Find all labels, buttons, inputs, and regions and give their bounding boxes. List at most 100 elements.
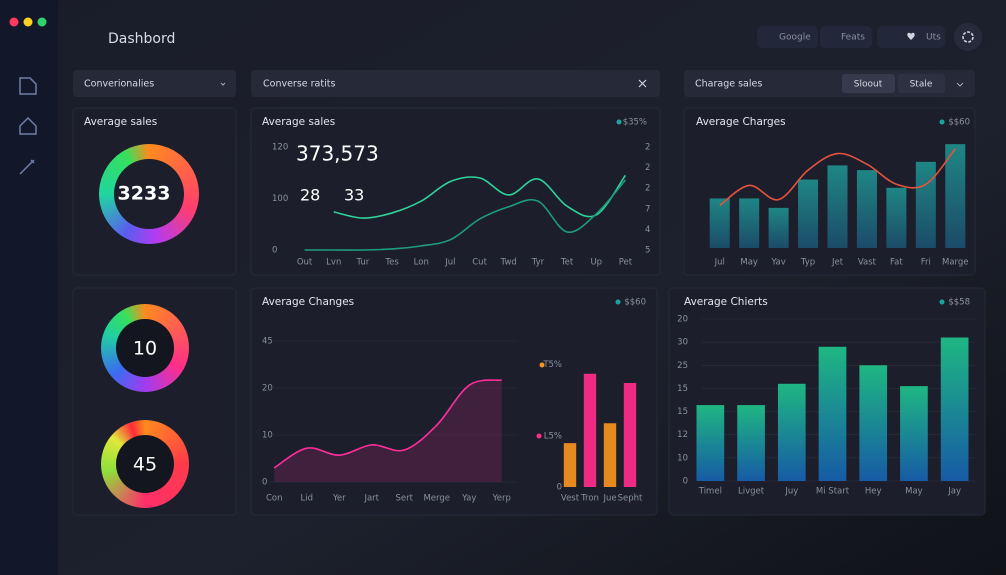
x-tick-label: Tet: [560, 258, 574, 268]
clear-icon[interactable]: [638, 79, 647, 88]
sidebar-icons[interactable]: [19, 77, 37, 175]
app-title: Dashbord: [108, 31, 175, 47]
icon-tools[interactable]: [19, 159, 35, 175]
x-tick-label: Yay: [461, 494, 476, 504]
x-tick-label: May: [905, 487, 923, 497]
header-button-label[interactable]: Google: [779, 33, 811, 43]
y-tick-label: 20: [677, 315, 688, 325]
x-tick-label: Up: [590, 258, 602, 268]
y-tick-label: 25: [677, 361, 688, 371]
header-button-label[interactable]: Uts: [926, 33, 941, 43]
legend-dot: [536, 433, 542, 439]
filter-button-label[interactable]: Sloout: [854, 80, 883, 90]
bar: [798, 179, 819, 248]
chevron: [220, 82, 226, 86]
x-tick-label: Lvn: [326, 258, 341, 268]
legend-label: $$58: [948, 298, 970, 308]
x-tick-label: Marge: [942, 258, 969, 268]
y2-tick-label: 7: [645, 204, 650, 214]
x-tick-label: May: [740, 258, 758, 268]
dropdown-label[interactable]: Converionalies: [84, 79, 154, 90]
donut: [101, 420, 189, 508]
stat-value: 28: [300, 186, 320, 205]
y-tick-label: 0: [557, 483, 562, 493]
donut-value: 10: [133, 338, 157, 360]
bar: [737, 405, 765, 481]
bar: [859, 365, 888, 481]
search-field[interactable]: [251, 70, 660, 97]
bar: [603, 423, 617, 487]
donut-value: 45: [133, 454, 157, 476]
header-button-label[interactable]: Feats: [841, 33, 865, 43]
header-button[interactable]: [820, 26, 872, 48]
y-tick-label: 30: [677, 338, 688, 348]
bar: [827, 165, 848, 248]
line: [273, 379, 502, 469]
filter-button[interactable]: [898, 74, 945, 93]
y-tick-label: 20: [262, 384, 273, 394]
y2-tick-label: 2: [645, 163, 650, 173]
donut: [99, 144, 199, 244]
bar: [623, 382, 637, 487]
window-dot[interactable]: [9, 17, 19, 27]
bar: [886, 187, 907, 248]
sidebar: [0, 0, 58, 575]
x-tick-label: Vest: [561, 494, 580, 504]
search-text[interactable]: Converse ratits: [263, 79, 335, 90]
x-tick-label: Livget: [738, 487, 765, 497]
panel-title: Average Chierts: [684, 296, 768, 308]
x-tick-label: Jul: [444, 258, 455, 268]
y2-tick-label: 4: [645, 225, 650, 235]
stat-value: 373,573: [296, 142, 379, 166]
x-tick-label: Tyr: [531, 258, 545, 268]
x-tick-label: Hey: [865, 487, 882, 497]
y-tick-label: L5%: [544, 432, 562, 442]
legend-label: $35%: [623, 118, 647, 128]
x-tick-label: Pet: [619, 258, 633, 268]
x-tick-label: Tes: [384, 258, 399, 268]
dropdown[interactable]: [73, 70, 236, 97]
window-dot[interactable]: [37, 17, 47, 27]
chevron[interactable]: [956, 82, 964, 87]
x-tick-label: Twd: [500, 258, 517, 268]
icon-docs[interactable]: [19, 77, 37, 95]
y-tick-label: 45: [262, 337, 273, 347]
x-tick-label: Yer: [332, 494, 346, 504]
window-dot[interactable]: [23, 17, 33, 27]
x-tick-label: Tur: [356, 258, 370, 268]
line: [304, 179, 627, 251]
x-tick-label: Timel: [698, 487, 722, 497]
filter-button[interactable]: [842, 74, 895, 93]
panel-title: Average sales: [262, 116, 335, 128]
x-tick-label: Typ: [800, 258, 815, 268]
area: [274, 380, 502, 482]
filter-button-label[interactable]: Stale: [910, 80, 933, 90]
legend-dot: [615, 299, 621, 305]
bar: [915, 161, 936, 248]
bar: [563, 443, 577, 487]
x-tick-label: Mi Start: [816, 487, 850, 497]
legend-dot: [939, 119, 945, 125]
x-tick-label: Lon: [414, 258, 429, 268]
panel-title: Average sales: [84, 116, 157, 128]
y-tick-label: T5%: [542, 360, 562, 370]
bar: [583, 373, 597, 487]
x-tick-label: Sert: [396, 494, 414, 504]
x-tick-label: Jart: [363, 494, 379, 504]
x-tick-label: Jet: [831, 258, 844, 268]
x-tick-label: Fri: [921, 258, 931, 268]
donut: [101, 304, 189, 392]
legend-label: $$60: [624, 298, 646, 308]
y2-tick-label: 2: [645, 184, 650, 194]
y-tick-label: 10: [262, 431, 273, 441]
bar: [856, 170, 877, 248]
y-tick-label: 0: [262, 478, 267, 488]
y-tick-label: 0: [683, 477, 688, 487]
header-button[interactable]: [757, 26, 818, 48]
y-tick-label: 120: [272, 143, 288, 153]
bar: [768, 207, 789, 248]
settings-button[interactable]: [954, 23, 982, 51]
stat-value: 33: [344, 186, 364, 205]
icon-home[interactable]: [19, 116, 37, 135]
y2-tick-label: 2: [645, 143, 650, 153]
